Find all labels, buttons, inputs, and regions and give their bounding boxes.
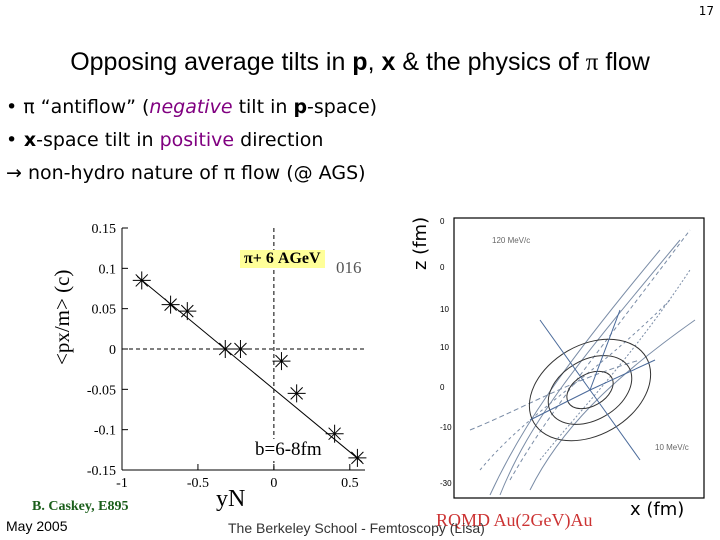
data-point-d2 bbox=[135, 274, 149, 287]
title-x: x bbox=[381, 48, 396, 76]
svg-text:0: 0 bbox=[440, 263, 445, 272]
footer-date: May 2005 bbox=[6, 518, 68, 534]
footer-center: The Berkeley School - Femtoscopy (Lisa) bbox=[228, 520, 485, 536]
left-plot-annotation: b=6-8fm bbox=[255, 439, 322, 461]
x-tick-label: 0 bbox=[270, 476, 277, 491]
data-point-d2 bbox=[351, 451, 364, 465]
data-point-d2 bbox=[275, 354, 288, 368]
bullet-marker: • bbox=[6, 96, 18, 118]
data-point-d2 bbox=[328, 427, 341, 441]
data-point bbox=[216, 340, 235, 358]
bullet-1-mid: tilt in bbox=[232, 96, 294, 118]
title-pi: π bbox=[585, 49, 599, 76]
data-point-d2 bbox=[234, 342, 247, 356]
arrows bbox=[529, 309, 656, 461]
bullet-2-mid: -space tilt in bbox=[36, 129, 160, 151]
right-plot-ticks: 0 0 10 10 0 -10 -30 bbox=[440, 217, 452, 488]
arrow-icon: → bbox=[6, 162, 22, 184]
svg-text:10: 10 bbox=[440, 343, 449, 352]
slide-title: Opposing average tilts in p, x & the phy… bbox=[0, 48, 720, 77]
left-plot-ylabel: <px/m> (c) bbox=[50, 269, 74, 365]
bullet-1-bold: p bbox=[293, 96, 308, 118]
right-plot-frame bbox=[453, 217, 705, 499]
data-point bbox=[348, 448, 367, 467]
bullet-3-text: non-hydro nature of π flow (@ AGS) bbox=[21, 162, 366, 184]
page-number: 17 bbox=[698, 4, 714, 18]
data-point-d2 bbox=[180, 304, 194, 318]
left-plot-tag-tail: 016 bbox=[336, 258, 362, 277]
y-tick-label: 0.15 bbox=[92, 222, 117, 237]
title-text-4: flow bbox=[598, 48, 650, 76]
bullet-2-post: direction bbox=[234, 129, 324, 151]
title-p: p bbox=[352, 48, 368, 76]
ellipse-rings bbox=[528, 338, 652, 442]
bullet-1: • π “antiflow” (negative tilt in p-space… bbox=[6, 96, 377, 118]
data-point bbox=[132, 271, 151, 290]
title-text-1: Opposing average tilts in bbox=[70, 48, 353, 76]
bullet-1-text: π “antiflow” ( bbox=[17, 96, 150, 118]
svg-text:-10: -10 bbox=[440, 423, 452, 432]
bullet-1-post: -space) bbox=[307, 96, 378, 118]
data-point bbox=[325, 424, 344, 443]
svg-text:10: 10 bbox=[440, 305, 449, 314]
data-point bbox=[178, 302, 197, 321]
momentum-label-2: 10 MeV/c bbox=[655, 443, 689, 452]
xlabel-text: yN bbox=[216, 486, 246, 512]
momentum-label-1: 120 MeV/c bbox=[492, 236, 530, 245]
svg-text:-30: -30 bbox=[440, 479, 452, 488]
left-plot-tag: π+ 6 AGeV bbox=[240, 250, 325, 268]
y-tick-label: -0.1 bbox=[94, 424, 116, 439]
data-point-d2 bbox=[290, 387, 304, 400]
x-tick-label: 0.5 bbox=[341, 476, 359, 491]
data-point bbox=[287, 384, 306, 403]
y-tick-label: 0 bbox=[109, 343, 116, 358]
data-point bbox=[161, 295, 180, 314]
trajectory-lines bbox=[469, 229, 696, 496]
x-tick-label: -0.5 bbox=[187, 476, 209, 491]
x-tick-label: -1 bbox=[116, 476, 128, 491]
data-point-d2 bbox=[164, 298, 177, 311]
bullet-1-emph: negative bbox=[149, 96, 233, 118]
svg-text:0: 0 bbox=[440, 383, 445, 392]
credit-left: B. Caskey, E895 bbox=[32, 499, 129, 514]
title-text-2: , bbox=[367, 48, 382, 76]
data-point bbox=[231, 340, 250, 358]
bullet-2-bold: x bbox=[17, 129, 37, 151]
credit-right: RQMD Au(2GeV)Au bbox=[436, 510, 593, 530]
title-text-3: & the physics of bbox=[395, 48, 586, 76]
trend-line bbox=[136, 276, 363, 463]
y-tick-label: 0.1 bbox=[99, 262, 117, 277]
left-plot-points bbox=[132, 271, 367, 467]
bullet-2-emph: positive bbox=[159, 129, 235, 151]
bullet-3: → non-hydro nature of π flow (@ AGS) bbox=[6, 162, 366, 184]
data-point-d2 bbox=[218, 342, 232, 356]
data-point bbox=[272, 352, 291, 371]
bullet-2: • x-space tilt in positive direction bbox=[6, 129, 323, 151]
y-tick-label: 0.05 bbox=[92, 303, 117, 318]
right-plot-xlabel: x (fm) bbox=[630, 499, 685, 520]
left-plot-xlabel: yN bbox=[216, 486, 245, 513]
right-plot-zlabel: z (fm) bbox=[410, 216, 431, 270]
y-tick-label: -0.05 bbox=[87, 383, 116, 398]
bullet-marker: • bbox=[6, 129, 18, 151]
right-plot: 0 0 10 10 0 -10 -30 120 MeV/c 10 MeV/c bbox=[440, 217, 705, 499]
y-tick-label: -0.15 bbox=[87, 464, 116, 479]
svg-text:0: 0 bbox=[440, 217, 445, 226]
